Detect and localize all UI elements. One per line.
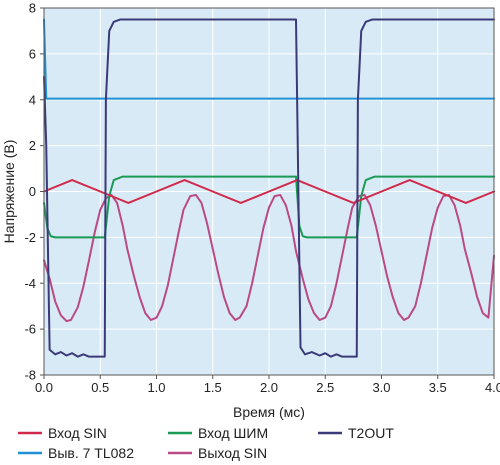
legend-label: Вход SIN	[48, 425, 107, 441]
x-tick-label: 2.0	[260, 380, 278, 395]
y-tick-label: 4	[29, 92, 36, 107]
series-layer	[43, 18, 495, 358]
series-line-3	[43, 18, 495, 100]
x-tick-label: 0.5	[91, 380, 109, 395]
x-tick-label: 3.5	[429, 380, 447, 395]
y-axis-label: Напряжение (В)	[1, 140, 17, 244]
x-tick-label: 1.0	[147, 380, 165, 395]
legend-label: Выход SIN	[198, 445, 267, 461]
x-tick-label: 2.5	[316, 380, 334, 395]
x-axis-ticks: 0.0 0.5 1.0 1.5 2.0 2.5 3.0 3.5 4.0	[35, 375, 500, 395]
y-tick-label: 6	[29, 46, 36, 61]
y-axis-ticks: 8 6 4 2 0 -2 -4 -6 -8	[24, 1, 44, 383]
x-tick-label: 1.5	[204, 380, 222, 395]
legend-label: T2OUT	[348, 425, 394, 441]
series-line-2	[43, 18, 495, 358]
y-tick-label: -4	[24, 276, 36, 291]
x-tick-label: 4.0	[485, 380, 500, 395]
x-axis-label: Время (мс)	[233, 404, 305, 420]
y-tick-label: -6	[24, 322, 36, 337]
series-line-4	[43, 193, 495, 323]
x-tick-label: 0.0	[35, 380, 53, 395]
x-tick-label: 3.0	[372, 380, 390, 395]
y-tick-label: -8	[24, 368, 36, 383]
legend-label: Вход ШИМ	[198, 425, 268, 441]
series-line-1	[43, 175, 495, 239]
legend-label: Выв. 7 TL082	[48, 445, 134, 461]
y-tick-label: 2	[29, 138, 36, 153]
y-tick-label: 8	[29, 1, 36, 16]
y-tick-label: 0	[29, 184, 36, 199]
legend: Вход SIN Вход ШИМ T2OUT Выв. 7 TL082 Выход S…	[18, 425, 394, 461]
series-line-0	[43, 179, 495, 204]
y-tick-label: -2	[24, 230, 36, 245]
